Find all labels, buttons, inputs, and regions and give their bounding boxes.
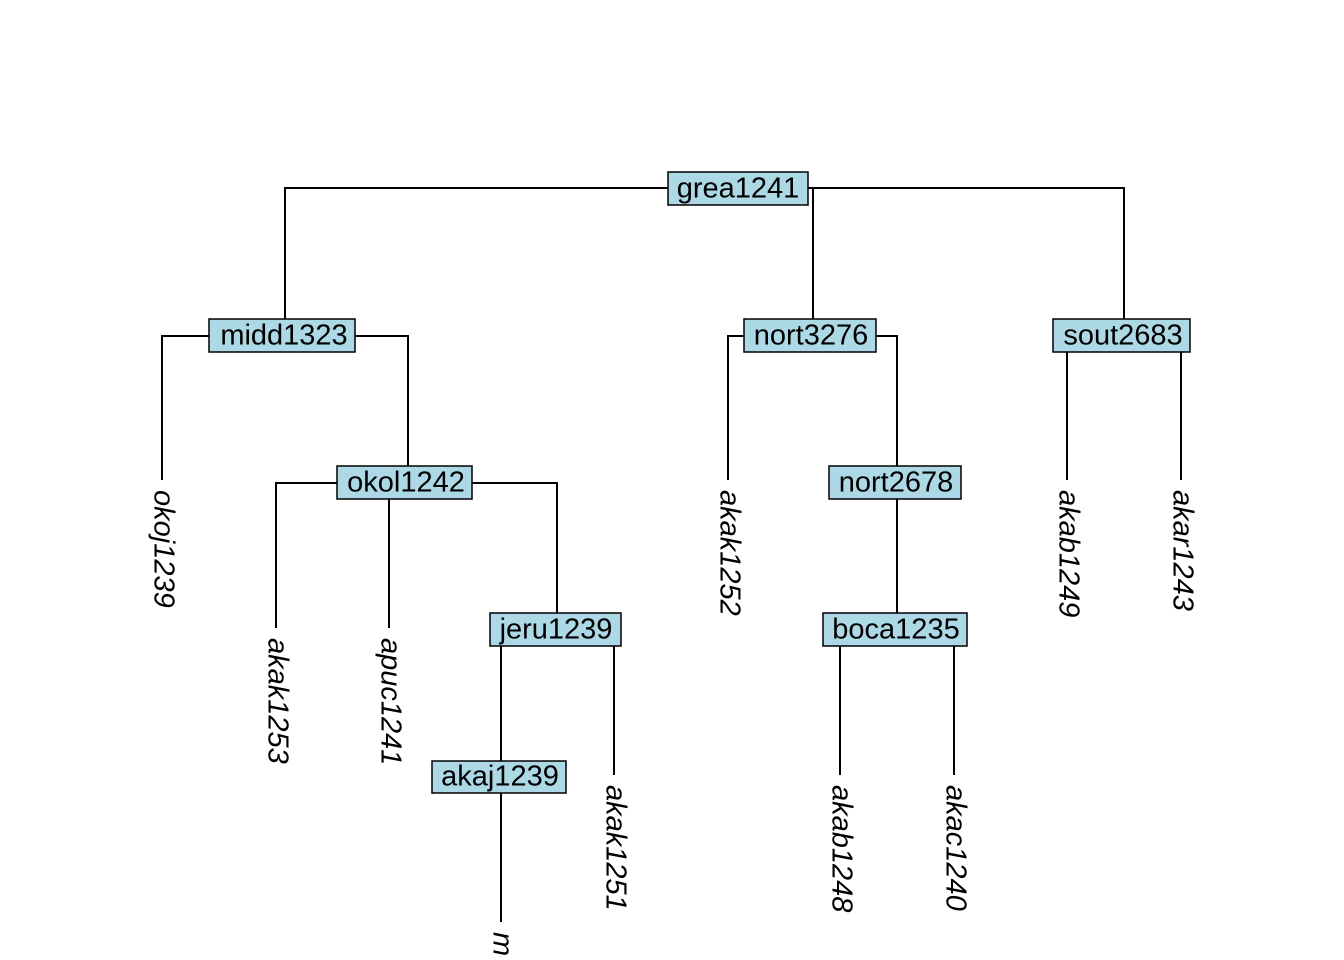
node-box <box>336 465 473 500</box>
edges <box>161 187 1182 922</box>
node-box <box>828 465 962 500</box>
node: sout2683 <box>1052 318 1191 353</box>
node-label: nort3276 <box>754 320 869 352</box>
node-label: jeru1239 <box>499 614 613 646</box>
node: jeru1239 <box>489 612 622 647</box>
node-label: nort2678 <box>839 467 954 499</box>
leaf-label: akac1240 <box>939 785 971 911</box>
node: okol1242 <box>336 465 473 500</box>
edge <box>500 629 615 775</box>
node: grea1241 <box>667 171 809 206</box>
node-box <box>743 318 877 353</box>
node-label: boca1235 <box>832 614 959 646</box>
node-box <box>431 760 567 794</box>
node-label: okol1242 <box>347 467 465 499</box>
node: akaj1239 <box>431 760 567 794</box>
leaf-label: akar1243 <box>1166 490 1198 611</box>
node-label: akaj1239 <box>441 761 559 793</box>
node-box <box>208 318 356 353</box>
leaf-label: akak1251 <box>599 785 631 911</box>
edge <box>727 335 898 480</box>
node-box <box>1052 318 1191 353</box>
edge <box>1066 340 1182 480</box>
leaf-label: m <box>486 932 518 956</box>
leaves: okoj1239 akak1253 apuc1241 akak1251 m ak… <box>147 490 1198 956</box>
node-label: sout2683 <box>1063 320 1182 352</box>
leaf-label: akab1248 <box>825 785 857 912</box>
edge <box>284 187 1125 320</box>
node-box <box>667 171 809 206</box>
node: midd1323 <box>208 318 356 353</box>
edge <box>161 335 409 480</box>
leaf-label: akab1249 <box>1052 490 1084 617</box>
node-box <box>489 612 622 647</box>
leaf-label: apuc1241 <box>374 638 406 765</box>
node: boca1235 <box>822 612 968 647</box>
node: nort3276 <box>743 318 877 353</box>
edge <box>839 640 955 775</box>
leaf-label: okoj1239 <box>147 490 179 608</box>
node-label: midd1323 <box>220 320 347 352</box>
leaf-label: akak1253 <box>261 638 293 764</box>
leaf-label: akak1252 <box>713 490 745 616</box>
node-label: grea1241 <box>677 173 800 205</box>
edge <box>275 482 558 628</box>
node: nort2678 <box>828 465 962 500</box>
node-box <box>822 612 968 647</box>
